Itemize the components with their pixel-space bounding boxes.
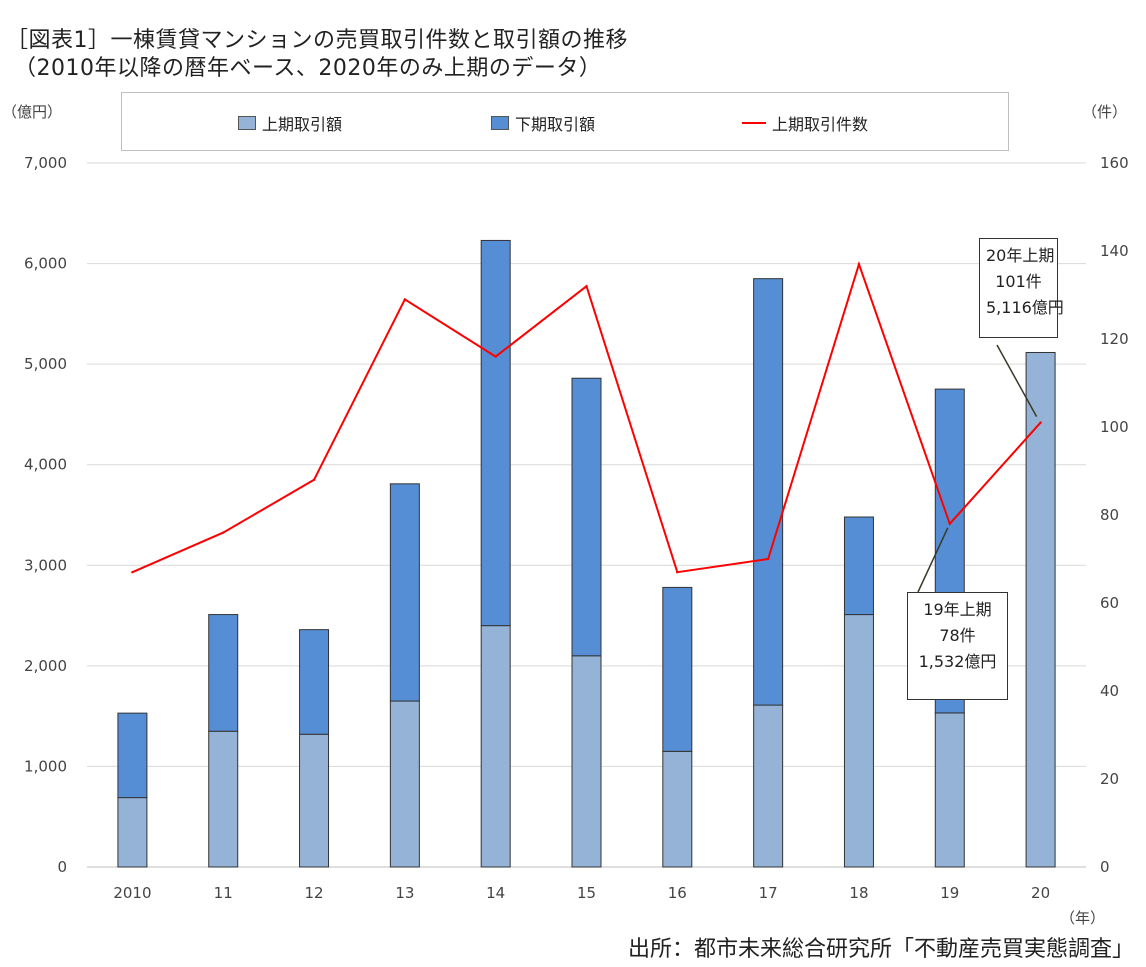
legend-item-second-half-amount: 下期取引額 <box>491 113 596 134</box>
bar-first-half-amount <box>299 733 330 868</box>
bar-first-half-amount <box>117 797 148 868</box>
callout-2020-first-half: 20年上期 101件 5,116億円 <box>979 238 1064 338</box>
chart-subtitle: （2010年以降の暦年ベース、2020年のみ上期のデータ） <box>14 56 602 81</box>
y-left-tick-label: 5,000 <box>24 355 67 373</box>
line-point <box>494 355 497 358</box>
callout-leader-2020 <box>996 344 1038 417</box>
bar-first-half-amount <box>843 614 874 868</box>
bar-first-half-amount <box>662 750 693 868</box>
bar-second-half-amount <box>753 278 784 706</box>
left-axis-unit: （億円） <box>2 103 63 121</box>
bar-second-half-amount <box>117 712 148 799</box>
chart-title: ［図表1］一棟賃貸マンションの売買取引件数と取引額の推移 <box>6 28 628 53</box>
legend-label: 上期取引件数 <box>772 115 869 134</box>
y-left-tick-label: 1,000 <box>24 757 67 775</box>
y-right-tick-label: 60 <box>1100 594 1119 612</box>
x-tick-label: 16 <box>668 884 687 902</box>
bar-second-half-amount <box>480 239 511 627</box>
callout-line: 19年上期 <box>923 600 992 619</box>
x-tick-label: 11 <box>214 884 233 902</box>
bar-second-half-amount <box>843 516 874 616</box>
legend-item-first-half-amount: 上期取引額 <box>238 113 343 134</box>
y-left-tick-label: 6,000 <box>24 255 67 273</box>
bar-second-half-amount <box>389 483 420 702</box>
legend-item-first-half-count: 上期取引件数 <box>742 113 869 134</box>
line-point <box>131 571 134 574</box>
callout-2019-first-half: 19年上期 78件 1,532億円 <box>907 592 1008 700</box>
x-tick-label: 17 <box>759 884 778 902</box>
y-left-tick-label: 0 <box>57 858 67 876</box>
bar-first-half-amount <box>934 712 965 868</box>
legend-label: 上期取引額 <box>262 115 343 134</box>
y-right-tick-label: 20 <box>1100 770 1119 788</box>
y-left-tick-label: 2,000 <box>24 657 67 675</box>
x-tick-label: 18 <box>849 884 868 902</box>
line-point <box>857 263 861 266</box>
legend-line-first-half-count <box>742 122 766 124</box>
x-axis-unit: （年） <box>1060 909 1106 927</box>
source-note: 出所：都市未来総合研究所「不動産売買実態調査」 <box>627 937 1134 962</box>
y-right-tick-label: 140 <box>1100 242 1129 260</box>
line-point <box>676 571 679 574</box>
bar-first-half-amount <box>480 625 511 868</box>
legend-label: 下期取引額 <box>515 115 596 134</box>
x-tick-label: 12 <box>304 884 323 902</box>
y-right-tick-label: 100 <box>1100 418 1129 436</box>
x-tick-label: 14 <box>486 884 505 902</box>
y-right-tick-label: 40 <box>1100 682 1119 700</box>
bar-first-half-amount <box>208 730 239 868</box>
legend: 上期取引額 下期取引額 上期取引件数 <box>121 92 1009 151</box>
y-right-tick-label: 0 <box>1100 858 1110 876</box>
right-axis-unit: （件） <box>1082 103 1128 121</box>
x-tick-label: 20 <box>1031 884 1050 902</box>
line-point <box>403 298 407 301</box>
callout-leader-2019 <box>917 527 949 593</box>
line-point <box>222 531 225 534</box>
callout-line: 78件 <box>939 626 976 645</box>
callout-line: 1,532億円 <box>918 652 997 671</box>
line-point <box>1039 421 1042 424</box>
bar-first-half-amount <box>1025 351 1056 868</box>
legend-swatch-second-half-amount <box>491 116 509 130</box>
bar-first-half-amount <box>571 655 602 868</box>
line-point <box>312 478 316 481</box>
y-left-tick-label: 4,000 <box>24 456 67 474</box>
y-right-tick-label: 80 <box>1100 506 1119 524</box>
bar-second-half-amount <box>571 377 602 657</box>
y-right-tick-label: 120 <box>1100 330 1129 348</box>
callout-line: 20年上期 <box>986 246 1055 265</box>
callout-line: 5,116億円 <box>986 298 1064 317</box>
y-left-tick-label: 3,000 <box>24 556 67 574</box>
line-point <box>948 522 951 525</box>
legend-swatch-first-half-amount <box>238 116 256 130</box>
x-tick-label: 2010 <box>113 884 151 902</box>
line-point <box>585 285 588 288</box>
bar-second-half-amount <box>662 586 693 752</box>
x-tick-label: 19 <box>940 884 959 902</box>
y-right-tick-label: 160 <box>1100 154 1129 172</box>
y-left-tick-label: 7,000 <box>24 154 67 172</box>
bar-second-half-amount <box>208 614 239 732</box>
x-tick-label: 13 <box>395 884 414 902</box>
callout-line: 101件 <box>995 272 1042 291</box>
bar-second-half-amount <box>299 629 330 735</box>
bar-first-half-amount <box>753 704 784 868</box>
bar-first-half-amount <box>389 700 420 868</box>
line-point <box>766 557 770 561</box>
x-tick-label: 15 <box>577 884 596 902</box>
